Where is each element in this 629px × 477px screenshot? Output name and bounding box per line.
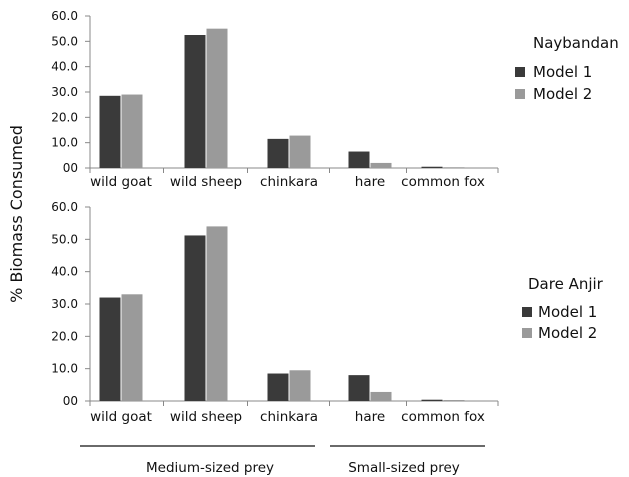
top-y-tick-label: 00 — [63, 161, 78, 175]
top-legend-swatch-model-2 — [515, 89, 525, 99]
top-y-tick-label: 20.0 — [51, 110, 78, 124]
top-bar-hare-model-1 — [348, 151, 370, 168]
top-bar-chinkara-model-2 — [289, 135, 311, 168]
bottom-y-tick-label: 50.0 — [51, 232, 78, 246]
top-y-tick-label: 60.0 — [51, 9, 78, 23]
bottom-bar-wild-sheep-model-1 — [184, 235, 206, 401]
top-y-tick-label: 10.0 — [51, 136, 78, 150]
top-bar-wild-goat-model-1 — [99, 95, 121, 168]
bottom-category-label-common-fox: common fox — [401, 409, 485, 425]
top-y-tick-label: 40.0 — [51, 60, 78, 74]
bottom-bar-chinkara-model-1 — [267, 373, 289, 401]
top-legend-swatch-model-1 — [515, 67, 525, 77]
bottom-category-label-chinkara: chinkara — [260, 409, 318, 425]
bottom-bar-hare-model-2 — [370, 391, 392, 401]
top-category-label-wild-sheep: wild sheep — [170, 174, 242, 190]
chart-top: 00 10.0 20.0 30.0 40.0 50.0 60.0 wild goat wild … — [51, 9, 618, 190]
bottom-category-label-wild-sheep: wild sheep — [170, 409, 242, 425]
top-category-label-hare: hare — [355, 174, 385, 190]
bottom-plot: 00 10.0 20.0 30.0 40.0 50.0 60.0 wild goat wild … — [51, 200, 499, 425]
bottom-y-tick-label: 10.0 — [51, 362, 78, 376]
top-y-tick-label: 30.0 — [51, 85, 78, 99]
top-bar-wild-sheep-model-1 — [184, 35, 206, 168]
bottom-legend-label-model-1: Model 1 — [538, 303, 597, 321]
bottom-legend-swatch-model-2 — [522, 328, 532, 338]
bottom-y-tick-label: 00 — [63, 394, 78, 408]
top-bar-hare-model-2 — [370, 162, 392, 168]
top-legend-label-model-1: Model 1 — [533, 63, 592, 81]
top-bar-chinkara-model-1 — [267, 138, 289, 168]
top-bar-wild-sheep-model-2 — [206, 28, 228, 168]
bottom-bar-wild-goat-model-1 — [99, 297, 121, 401]
bottom-y-tick-label: 30.0 — [51, 297, 78, 311]
bottom-y-tick-label: 20.0 — [51, 329, 78, 343]
top-bar-common-fox-model-1 — [421, 166, 443, 168]
top-category-label-common-fox: common fox — [401, 174, 485, 190]
bottom-bar-common-fox-model-2 — [443, 400, 465, 401]
top-legend-title: Naybandan — [533, 34, 619, 52]
top-category-label-chinkara: chinkara — [260, 174, 318, 190]
bottom-bar-hare-model-1 — [348, 375, 370, 401]
bottom-legend: Dare Anjir Model 1 Model 2 — [522, 275, 604, 342]
bottom-bar-chinkara-model-2 — [289, 370, 311, 401]
bottom-y-tick-label: 60.0 — [51, 200, 78, 214]
top-legend: Naybandan Model 1 Model 2 — [515, 34, 619, 103]
bottom-category-label-hare: hare — [355, 409, 385, 425]
top-plot: 00 10.0 20.0 30.0 40.0 50.0 60.0 wild goat wild … — [51, 9, 499, 190]
bottom-bar-wild-sheep-model-2 — [206, 226, 228, 401]
top-bar-common-fox-model-2 — [443, 167, 465, 169]
bottom-legend-swatch-model-1 — [522, 307, 532, 317]
bottom-category-label-wild-goat: wild goat — [90, 409, 152, 425]
bottom-bar-common-fox-model-1 — [421, 399, 443, 401]
top-category-label-wild-goat: wild goat — [90, 174, 152, 190]
top-legend-label-model-2: Model 2 — [533, 85, 592, 103]
y-axis-label: % Biomass Consumed — [7, 125, 26, 303]
small-prey-label: Small-sized prey — [348, 460, 460, 476]
bottom-bar-wild-goat-model-2 — [121, 294, 143, 401]
medium-prey-label: Medium-sized prey — [146, 460, 274, 476]
top-bar-wild-goat-model-2 — [121, 94, 143, 168]
prey-size-groups: Medium-sized prey Small-sized prey — [80, 445, 485, 476]
bottom-legend-title: Dare Anjir — [528, 275, 604, 293]
chart-bottom: 00 10.0 20.0 30.0 40.0 50.0 60.0 wild goat wild … — [51, 200, 603, 425]
bottom-legend-label-model-2: Model 2 — [538, 324, 597, 342]
bottom-y-tick-label: 40.0 — [51, 265, 78, 279]
top-y-tick-label: 50.0 — [51, 34, 78, 48]
